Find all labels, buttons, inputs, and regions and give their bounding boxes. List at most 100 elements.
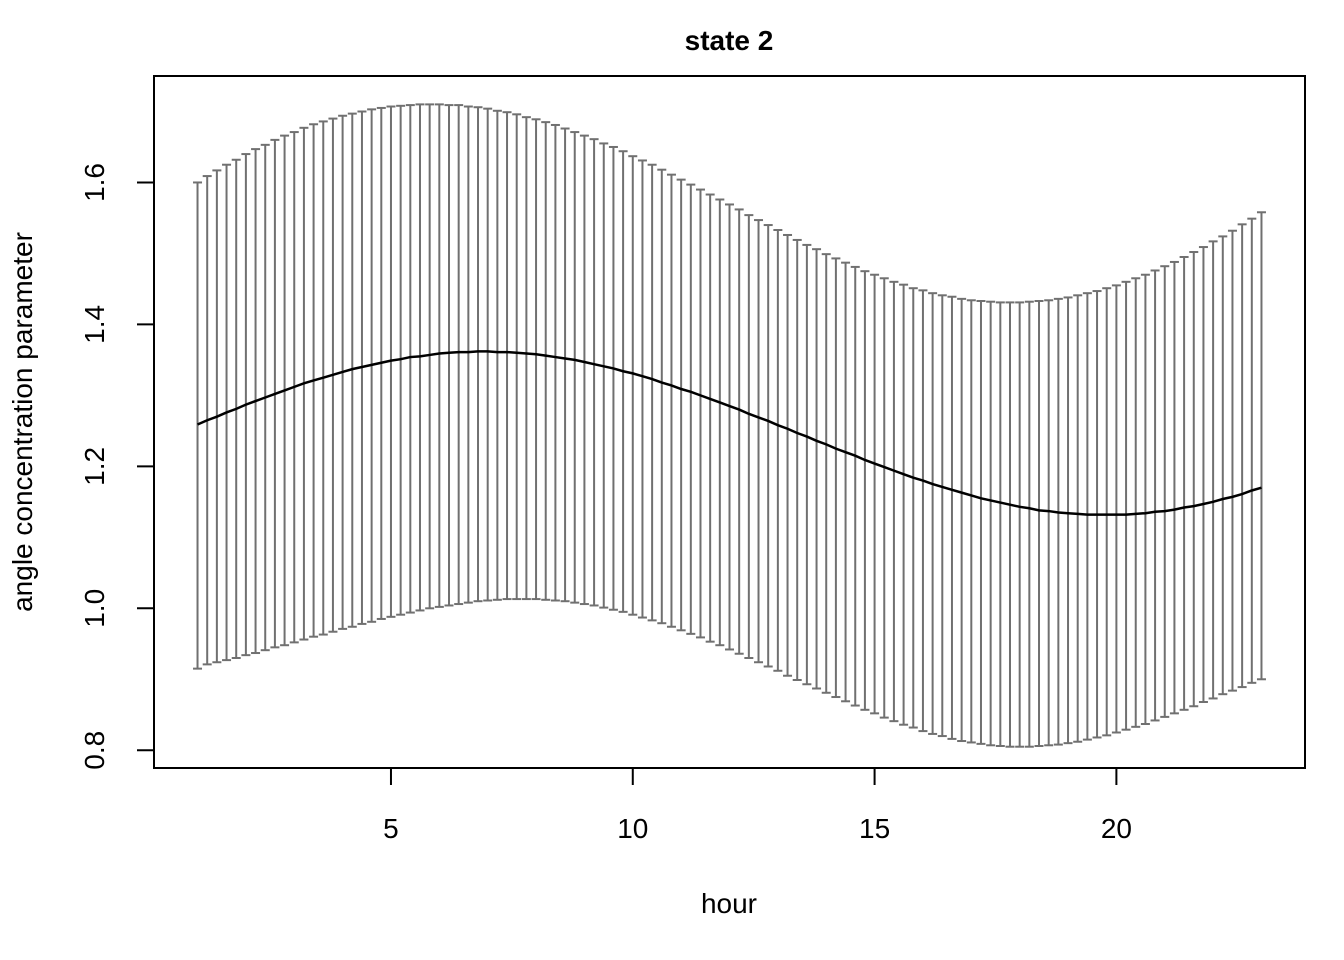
error-bar <box>908 287 918 729</box>
error-bar <box>976 299 986 745</box>
error-bar <box>1102 287 1112 737</box>
error-bar <box>889 280 899 723</box>
error-bar <box>1256 211 1266 681</box>
error-bar <box>870 273 880 715</box>
error-bar <box>599 142 609 609</box>
error-bar <box>512 113 522 601</box>
error-bar <box>1024 300 1034 748</box>
error-bar <box>1005 301 1015 748</box>
error-bar <box>1131 277 1141 728</box>
error-bar <box>579 134 589 606</box>
error-bar <box>1237 223 1247 689</box>
y-tick-label: 1.2 <box>79 447 110 486</box>
x-tick-label: 15 <box>859 813 890 844</box>
y-tick-label: 1.4 <box>79 305 110 344</box>
error-bar <box>860 270 870 711</box>
chart-title: state 2 <box>685 25 774 56</box>
error-bar <box>1218 235 1228 696</box>
error-bar <box>560 127 570 603</box>
error-bar <box>434 103 444 608</box>
error-bar <box>725 203 734 651</box>
x-axis-label: hour <box>701 888 757 919</box>
error-bar <box>705 193 715 643</box>
estimate-line <box>197 350 1262 516</box>
error-bar <box>928 292 938 735</box>
error-bar <box>792 238 802 681</box>
error-bar <box>686 183 696 635</box>
error-bar <box>1247 217 1257 684</box>
error-bar <box>1227 229 1237 692</box>
error-bar <box>695 188 705 639</box>
y-axis-label: angle concentration parameter <box>7 232 38 612</box>
error-bar <box>841 261 851 703</box>
error-bar <box>492 109 502 601</box>
error-bar <box>937 294 947 738</box>
error-bar <box>966 299 976 744</box>
error-bar <box>657 168 667 625</box>
error-bar <box>1160 265 1170 718</box>
error-bar <box>812 248 822 690</box>
estimate-line-group <box>197 350 1262 516</box>
y-tick-label: 1.0 <box>79 589 110 628</box>
confidence-interval-bars <box>193 103 1266 748</box>
error-bar <box>763 224 773 668</box>
error-bar <box>1063 296 1073 745</box>
y-tick-label: 0.8 <box>79 731 110 770</box>
error-bar <box>715 198 725 647</box>
error-bar <box>608 145 618 611</box>
error-bar <box>1073 294 1083 743</box>
y-axis: 0.8 1.0 1.2 1.4 1.6 <box>79 163 155 770</box>
error-bar <box>1198 246 1208 703</box>
error-bar <box>405 104 415 614</box>
error-bar <box>773 229 783 672</box>
error-bar <box>425 103 435 610</box>
x-tick-label: 5 <box>383 813 399 844</box>
error-bar <box>995 301 1005 747</box>
error-bar <box>193 181 203 670</box>
error-bar <box>957 297 967 743</box>
error-bar <box>463 105 473 604</box>
x-axis: 5 10 15 20 <box>383 767 1132 844</box>
error-bar <box>879 277 889 719</box>
x-tick-label: 20 <box>1101 813 1132 844</box>
error-bar <box>1015 301 1025 748</box>
error-bar <box>628 155 638 616</box>
error-bar <box>570 131 580 604</box>
error-bar <box>637 159 647 619</box>
error-bar <box>454 104 464 606</box>
error-bar <box>754 219 764 664</box>
error-bar <box>444 104 454 607</box>
y-tick-label: 1.6 <box>79 163 110 202</box>
error-bar <box>483 107 493 602</box>
error-bar <box>1208 240 1218 700</box>
error-bar <box>802 243 812 686</box>
error-bar <box>589 138 599 607</box>
error-bar <box>1053 297 1063 746</box>
error-bar <box>918 289 928 733</box>
error-bar <box>1169 260 1179 715</box>
error-bar <box>1044 299 1054 747</box>
error-bar <box>502 111 512 601</box>
error-bar <box>676 178 686 632</box>
error-bar <box>1121 280 1131 731</box>
error-bar <box>521 116 531 601</box>
error-bar <box>831 257 841 699</box>
error-bar <box>550 123 560 602</box>
error-bar <box>821 253 831 694</box>
error-bar <box>986 300 996 747</box>
error-bar <box>666 173 676 628</box>
x-tick-label: 10 <box>617 813 648 844</box>
error-bar <box>899 283 909 726</box>
error-bar <box>618 150 628 613</box>
error-bar <box>1189 251 1199 708</box>
error-bar <box>783 233 793 677</box>
error-bar <box>1082 292 1092 741</box>
error-bar <box>473 106 483 603</box>
error-bar <box>947 295 957 740</box>
error-bar <box>1179 255 1189 711</box>
error-bar <box>1034 299 1044 747</box>
error-bar <box>541 121 551 601</box>
error-bar <box>734 208 744 655</box>
error-bar <box>744 214 754 659</box>
